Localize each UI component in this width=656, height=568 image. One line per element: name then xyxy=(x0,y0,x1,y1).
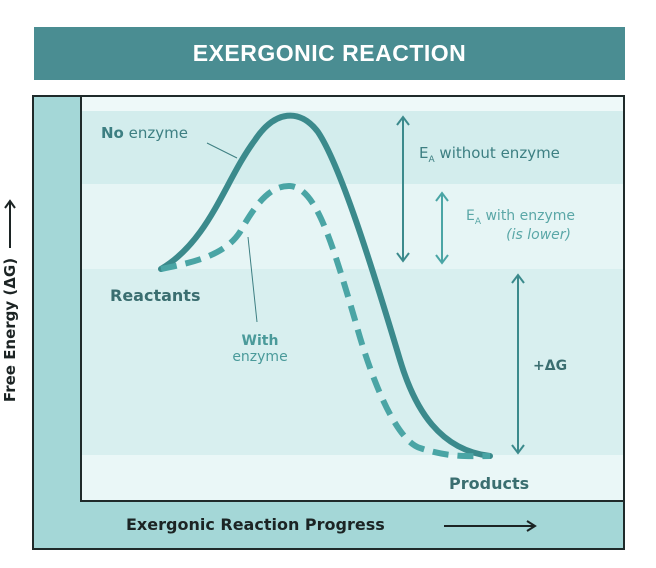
ea-without-arrow-icon xyxy=(396,115,410,263)
ea-without-rest: without enzyme xyxy=(434,144,560,162)
band-ea-with xyxy=(82,184,623,269)
no-enzyme-label-rest: enzyme xyxy=(123,124,188,142)
ea-without-label: EA without enzyme xyxy=(419,144,560,165)
with-enzyme-label: With enzyme xyxy=(222,333,298,365)
delta-g-arrow-icon xyxy=(511,273,525,455)
products-label: Products xyxy=(449,474,530,493)
diagram-title: EXERGONIC REACTION xyxy=(34,27,625,80)
ea-with-sub: A xyxy=(474,216,482,227)
ea-with-arrow-icon xyxy=(435,191,449,265)
with-enzyme-curve xyxy=(160,183,491,460)
ea-with-label: EA with enzyme (is lower) xyxy=(466,208,575,243)
no-enzyme-label: No enzyme xyxy=(101,124,188,142)
band-top xyxy=(82,97,623,111)
with-enzyme-label-line2: enzyme xyxy=(232,349,288,365)
reactants-label: Reactants xyxy=(110,286,201,305)
ea-with-rest: with enzyme xyxy=(481,208,576,224)
no-enzyme-leader xyxy=(206,142,238,159)
y-axis-label: Free Energy (ΔG) xyxy=(0,180,25,420)
delta-g-label: +ΔG xyxy=(533,358,568,374)
band-delta-g xyxy=(82,269,623,455)
ea-without-e: E xyxy=(419,144,429,162)
y-axis-arrow-icon xyxy=(4,199,16,248)
x-axis-label: Exergonic Reaction Progress xyxy=(126,515,385,534)
plot-area xyxy=(80,97,623,502)
no-enzyme-label-bold: No xyxy=(101,124,124,142)
band-products xyxy=(82,455,623,500)
ea-with-note: (is lower) xyxy=(506,226,572,243)
ea-with-e: E xyxy=(466,208,475,224)
ea-without-sub: A xyxy=(428,155,435,165)
band-ea-without xyxy=(82,111,623,184)
no-enzyme-curve xyxy=(158,112,493,459)
with-enzyme-label-line1: With xyxy=(241,333,279,349)
with-enzyme-leader xyxy=(247,236,258,323)
x-axis-arrow-icon xyxy=(444,520,537,532)
